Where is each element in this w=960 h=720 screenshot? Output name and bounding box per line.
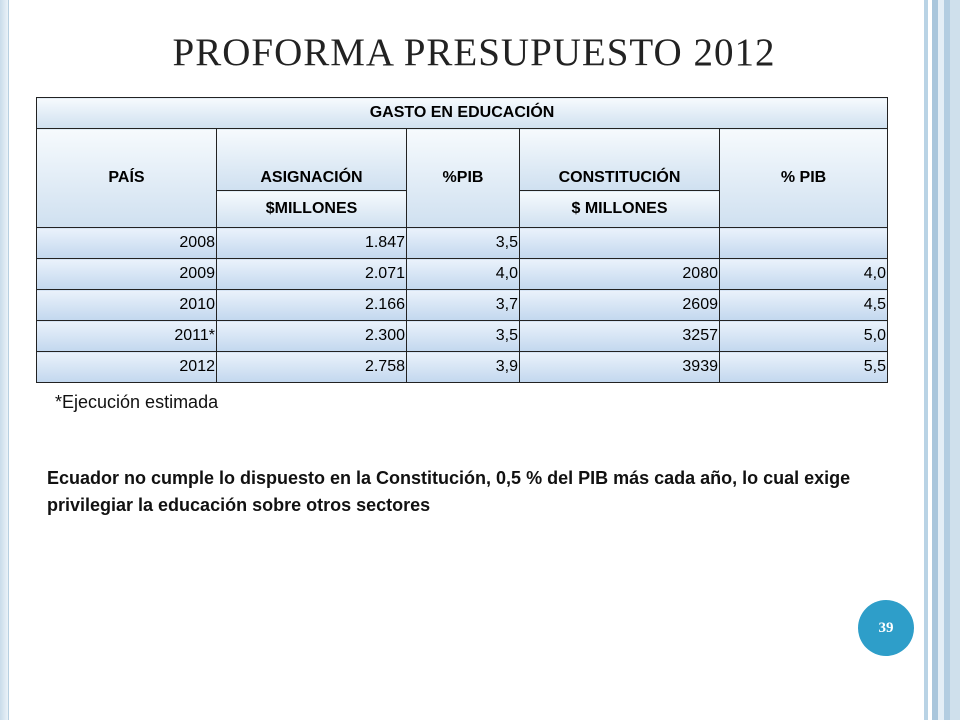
statement-text: Ecuador no cumple lo dispuesto en la Con… xyxy=(47,468,851,515)
cell-pib2 xyxy=(718,227,889,259)
table-row: 2008 1.847 3,5 xyxy=(36,227,889,259)
header-constitucion: CONSTITUCIÓN xyxy=(519,128,720,191)
header-pib: %PIB xyxy=(406,128,520,228)
cell-asignacion: 2.300 xyxy=(216,320,407,352)
cell-year: 2012 xyxy=(36,351,217,383)
cell-asignacion: 1.847 xyxy=(216,227,407,259)
cell-asignacion: 2.166 xyxy=(216,289,407,321)
cell-pib: 4,0 xyxy=(406,258,520,290)
cell-pib: 3,5 xyxy=(406,320,520,352)
table-row: 2010 2.166 3,7 2609 4,5 xyxy=(36,289,889,321)
slide-left-border xyxy=(0,0,9,720)
table-row: 2011* 2.300 3,5 3257 5,0 xyxy=(36,320,889,352)
table-caption-row: GASTO EN EDUCACIÓN xyxy=(35,97,889,129)
footnote: *Ejecución estimada xyxy=(55,392,219,412)
cell-constitucion: 2609 xyxy=(519,289,720,321)
header-pais: PAÍS xyxy=(36,128,217,228)
cell-constitucion xyxy=(519,227,720,259)
cell-year: 2010 xyxy=(36,289,217,321)
table-row: 2009 2.071 4,0 2080 4,0 xyxy=(36,258,889,290)
cell-asignacion: 2.758 xyxy=(216,351,407,383)
cell-pib: 3,7 xyxy=(406,289,520,321)
cell-asignacion: 2.071 xyxy=(216,258,407,290)
page-number-badge: 39 xyxy=(858,600,914,656)
cell-pib2: 5,5 xyxy=(718,351,889,383)
header-pib2: % PIB xyxy=(718,128,889,228)
cell-pib2: 4,0 xyxy=(718,258,889,290)
header-constitucion-unit: $ MILLONES xyxy=(519,190,720,228)
slide-title: PROFORMA PRESUPUESTO 2012 xyxy=(172,31,776,74)
table-caption: GASTO EN EDUCACIÓN xyxy=(35,97,889,129)
cell-pib2: 4,5 xyxy=(718,289,889,321)
cell-pib: 3,5 xyxy=(406,227,520,259)
cell-pib2: 5,0 xyxy=(718,320,889,352)
slide-right-decoration xyxy=(916,0,960,720)
cell-pib: 3,9 xyxy=(406,351,520,383)
header-asignacion: ASIGNACIÓN xyxy=(216,128,407,191)
education-spending-table: GASTO EN EDUCACIÓN PAÍS ASIGNACIÓN %PIB … xyxy=(35,97,889,383)
cell-year: 2008 xyxy=(36,227,217,259)
cell-constitucion: 2080 xyxy=(519,258,720,290)
cell-year: 2009 xyxy=(36,258,217,290)
cell-year: 2011* xyxy=(36,320,217,352)
table-unit-row: $MILLONES $ MILLONES xyxy=(37,190,888,228)
table-row: 2012 2.758 3,9 3939 5,5 xyxy=(36,351,889,383)
cell-constitucion: 3939 xyxy=(519,351,720,383)
header-asignacion-unit: $MILLONES xyxy=(216,190,407,228)
table-header-row: PAÍS ASIGNACIÓN %PIB CONSTITUCIÓN % PIB xyxy=(36,128,889,228)
cell-constitucion: 3257 xyxy=(519,320,720,352)
